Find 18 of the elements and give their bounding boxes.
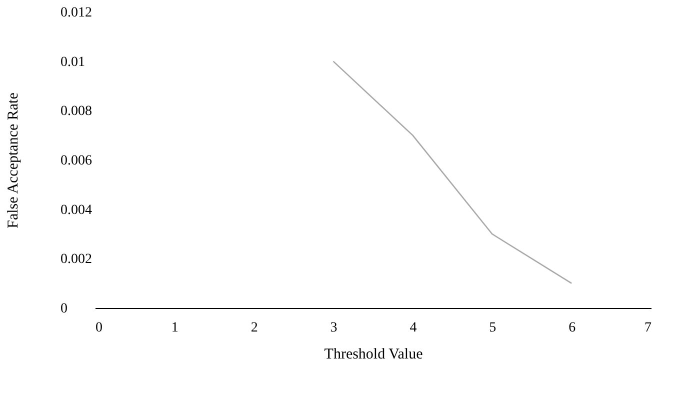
y-tick-label: 0.01 <box>60 54 85 70</box>
y-tick-label: 0.006 <box>60 154 92 168</box>
x-tick-label: 5 <box>489 320 496 336</box>
x-tick-label: 4 <box>410 320 417 336</box>
y-tick-label: 0.012 <box>60 6 92 20</box>
x-tick-label: 3 <box>330 320 338 336</box>
x-tick-label: 2 <box>250 320 258 336</box>
x-tick-label: 6 <box>568 320 576 336</box>
y-tick-label: 0.004 <box>60 202 92 218</box>
x-axis-title: Threshold Value <box>324 346 424 362</box>
y-tick-label: 0 <box>60 302 68 316</box>
line-series <box>332 60 572 284</box>
y-tick-label: 0.002 <box>60 252 92 268</box>
x-tick-label: 7 <box>644 320 652 336</box>
y-axis-title: False Acceptance Rate <box>6 92 22 228</box>
x-tick-label: 1 <box>171 320 178 336</box>
x-tick-label: 0 <box>96 320 102 336</box>
y-tick-label: 0.008 <box>60 104 92 120</box>
